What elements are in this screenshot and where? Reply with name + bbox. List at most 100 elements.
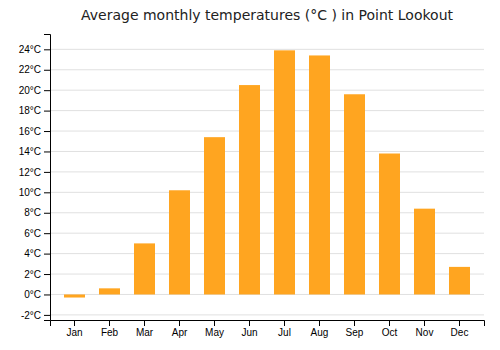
x-tick-label: May <box>205 327 224 338</box>
y-tick: 16°C <box>19 126 50 137</box>
x-tick: Aug <box>311 320 329 338</box>
y-tick-label: 4°C <box>24 248 41 259</box>
y-tick-mark <box>44 315 50 316</box>
chart-container: Average monthly temperatures (°C ) in Po… <box>0 0 500 350</box>
y-tick: 8°C <box>24 207 50 218</box>
x-axis-line <box>51 321 485 327</box>
y-tick-label: 14°C <box>19 146 41 157</box>
x-tick: Sep <box>346 320 364 338</box>
x-tick: Apr <box>172 320 188 338</box>
x-tick-mark <box>144 320 145 326</box>
bar <box>134 243 155 294</box>
x-tick-mark <box>319 320 320 326</box>
y-tick: 10°C <box>19 187 50 198</box>
x-tick-mark <box>389 320 390 326</box>
y-tick-label: 6°C <box>24 228 41 239</box>
y-tick-label: 16°C <box>19 126 41 137</box>
grid-line <box>50 69 484 70</box>
y-tick-mark <box>44 294 50 295</box>
bar <box>414 209 435 295</box>
y-tick: 14°C <box>19 146 50 157</box>
bar <box>169 190 190 294</box>
bar <box>274 50 295 294</box>
y-tick-label: 24°C <box>19 44 41 55</box>
y-tick-label: 18°C <box>19 105 41 116</box>
y-tick: 6°C <box>24 228 50 239</box>
y-tick-mark <box>44 192 50 193</box>
chart-title: Average monthly temperatures (°C ) in Po… <box>81 7 454 23</box>
x-tick-mark <box>214 320 215 326</box>
x-tick: Mar <box>136 320 154 338</box>
grid-line <box>50 131 484 132</box>
x-tick-mark <box>424 320 425 326</box>
x-tick-label: Jan <box>66 327 82 338</box>
y-tick: 18°C <box>19 105 50 116</box>
x-tick-mark <box>459 320 460 326</box>
y-tick-mark <box>44 151 50 152</box>
x-tick: Jul <box>278 320 291 338</box>
x-tick: Feb <box>101 320 119 338</box>
grid-line <box>50 110 484 111</box>
bar <box>99 288 120 294</box>
y-tick-mark <box>44 111 50 112</box>
y-tick-mark <box>44 49 50 50</box>
x-tick: Jun <box>241 320 257 338</box>
x-tick: Dec <box>451 320 469 338</box>
x-tick-mark <box>284 320 285 326</box>
y-tick-mark <box>44 274 50 275</box>
x-tick-label: Aug <box>311 327 329 338</box>
x-tick-label: Feb <box>101 327 119 338</box>
x-tick-mark <box>179 320 180 326</box>
grid-line <box>50 171 484 172</box>
y-tick: 4°C <box>24 248 50 259</box>
y-tick: 2°C <box>24 269 50 280</box>
y-axis-line <box>44 35 51 321</box>
grid-line <box>50 314 484 315</box>
x-tick-mark <box>109 320 110 326</box>
x-tick: Jan <box>66 320 82 338</box>
x-tick-label: Apr <box>172 327 188 338</box>
bar <box>204 137 225 294</box>
plot-area <box>64 50 470 297</box>
y-tick-mark <box>44 172 50 173</box>
y-axis: -2°C0°C2°C4°C6°C8°C10°C12°C14°C16°C18°C2… <box>19 35 51 321</box>
x-tick-mark <box>249 320 250 326</box>
grid-line <box>50 192 484 193</box>
y-tick-mark <box>44 213 50 214</box>
x-tick-label: Nov <box>416 327 434 338</box>
bar <box>449 267 470 295</box>
grid-line <box>50 151 484 152</box>
x-tick-label: Sep <box>346 327 364 338</box>
y-tick-label: 20°C <box>19 85 41 96</box>
x-tick: May <box>205 320 224 338</box>
x-tick-label: Dec <box>451 327 469 338</box>
y-tick-label: 0°C <box>24 289 41 300</box>
y-tick: 12°C <box>19 167 50 178</box>
x-tick: Oct <box>382 320 398 338</box>
y-tick-label: 10°C <box>19 187 41 198</box>
y-tick: 22°C <box>19 64 50 75</box>
bar <box>309 55 330 294</box>
y-tick-mark <box>44 254 50 255</box>
grid <box>50 49 484 315</box>
x-tick-label: Jul <box>278 327 291 338</box>
y-tick: 24°C <box>19 44 50 55</box>
bar <box>379 154 400 295</box>
y-tick-label: 22°C <box>19 64 41 75</box>
x-tick: Nov <box>416 320 434 338</box>
y-tick: 20°C <box>19 85 50 96</box>
x-axis: Jan Feb Mar Apr May Jun Jul Aug Sep Oct Nov Dec <box>51 320 485 338</box>
y-tick-label: 2°C <box>24 269 41 280</box>
x-tick-label: Jun <box>241 327 257 338</box>
bar <box>64 294 85 297</box>
y-tick-label: 8°C <box>24 207 41 218</box>
y-tick-mark <box>44 70 50 71</box>
y-tick-mark <box>44 233 50 234</box>
grid-line <box>50 49 484 50</box>
y-tick-mark <box>44 90 50 91</box>
y-tick-mark <box>44 131 50 132</box>
x-tick-mark <box>74 320 75 326</box>
grid-line <box>50 90 484 91</box>
y-tick-label: 12°C <box>19 167 41 178</box>
bar <box>344 94 365 294</box>
